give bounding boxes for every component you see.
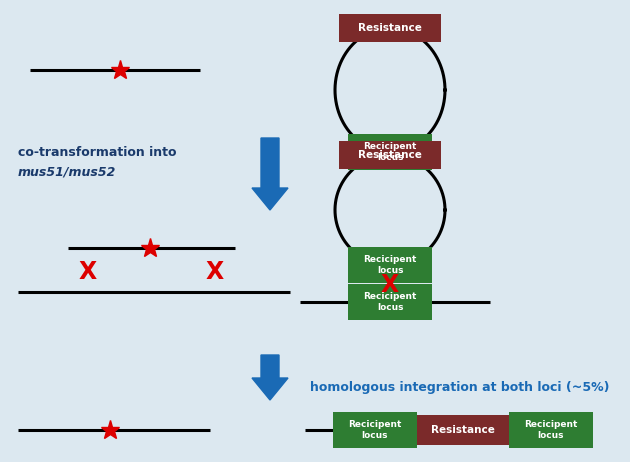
Polygon shape — [252, 355, 288, 400]
FancyBboxPatch shape — [348, 284, 432, 320]
Text: mus51/mus52: mus51/mus52 — [18, 165, 117, 178]
Text: Recicipent
locus: Recicipent locus — [348, 420, 402, 440]
Text: X: X — [79, 260, 97, 284]
Text: Recicipent
locus: Recicipent locus — [364, 255, 416, 275]
Text: Resistance: Resistance — [431, 425, 495, 435]
Text: X: X — [206, 260, 224, 284]
FancyBboxPatch shape — [509, 412, 593, 448]
FancyBboxPatch shape — [339, 141, 441, 169]
FancyBboxPatch shape — [339, 14, 441, 42]
FancyBboxPatch shape — [417, 415, 509, 445]
Polygon shape — [252, 138, 288, 210]
FancyBboxPatch shape — [333, 412, 417, 448]
Text: co-transformation into: co-transformation into — [18, 146, 176, 158]
FancyBboxPatch shape — [348, 134, 432, 170]
Text: homologous integration at both loci (~5%): homologous integration at both loci (~5%… — [310, 382, 609, 395]
Text: Recicipent
locus: Recicipent locus — [364, 142, 416, 162]
Text: Resistance: Resistance — [358, 150, 422, 160]
FancyBboxPatch shape — [348, 247, 432, 283]
Text: Resistance: Resistance — [358, 23, 422, 33]
Text: Recicipent
locus: Recicipent locus — [524, 420, 578, 440]
Text: X: X — [381, 273, 399, 297]
Text: Recicipent
locus: Recicipent locus — [364, 292, 416, 312]
